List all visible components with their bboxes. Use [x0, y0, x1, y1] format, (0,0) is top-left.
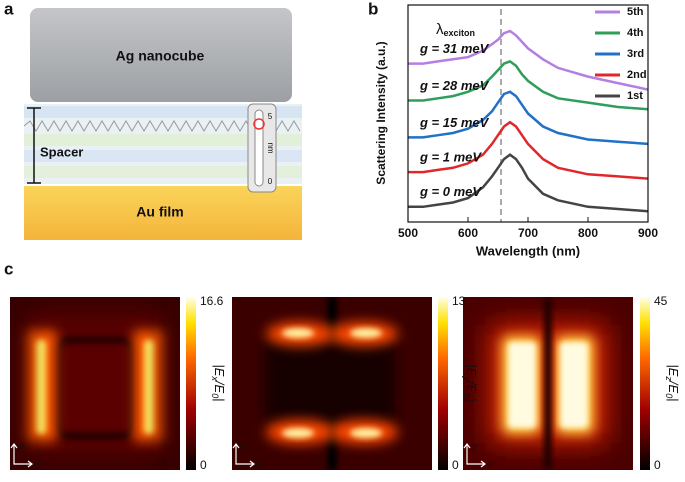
thermometer-tube [254, 109, 264, 187]
layer [24, 150, 302, 162]
colorbar [186, 297, 196, 470]
panel-label: c [4, 259, 13, 278]
legend-label: 5th [627, 6, 644, 18]
layer [24, 166, 302, 178]
label-part: |E [212, 364, 227, 376]
nanocube [30, 8, 292, 102]
scale-label: nm [266, 142, 275, 153]
colorbar [438, 297, 448, 470]
film-label: Au film [136, 204, 183, 220]
axis-arrows [232, 443, 255, 468]
label-subscript: 0 [664, 393, 674, 398]
label-part: /E [212, 380, 227, 394]
x-axis-label: Wavelength (nm) [476, 243, 580, 258]
legend-label: 2nd [627, 69, 647, 81]
spacer-label: Spacer [40, 144, 83, 159]
label-subscript: x [210, 375, 220, 381]
colorbar-label: |Ey/E0| [462, 364, 479, 401]
panel-label: a [4, 0, 14, 18]
colorbar-min: 0 [654, 458, 661, 472]
panel-label: b [368, 0, 378, 18]
legend-label: 3rd [627, 48, 644, 60]
x-tick-label: 700 [518, 226, 538, 240]
axis-label-y: y [240, 442, 247, 453]
x-tick-label: 500 [398, 226, 418, 240]
x-tick-label: 900 [638, 226, 658, 240]
y-axis-label: Scattering Intensity (a.u.) [374, 41, 388, 184]
annotation: λexciton [436, 21, 475, 38]
scale-label: 0 [268, 177, 273, 186]
colorbar [640, 297, 650, 470]
series-line [408, 90, 649, 146]
colorbar-max: 13 [452, 294, 466, 308]
layer [24, 106, 302, 118]
axis-arrows [10, 443, 33, 468]
annotation-symbol: λ [436, 21, 444, 38]
colorbar-max: 16.6 [200, 294, 224, 308]
series-line [408, 29, 649, 91]
label-subscript: 0 [462, 393, 472, 398]
series-line [408, 59, 649, 111]
annotation-subscript: exciton [444, 28, 476, 38]
label-part: /E [464, 380, 479, 394]
colorbar-min: 0 [200, 458, 207, 472]
curve-label: g = 28 meV [419, 78, 490, 93]
label-subscript: y [462, 375, 472, 381]
map [232, 297, 432, 470]
curve-label: g = 1 meV [419, 150, 482, 165]
curve-label: g = 0 meV [419, 184, 482, 199]
schematic: Ag nanocube Spacer Au film 5 nm 0 [23, 8, 302, 240]
label-part: | [666, 398, 681, 401]
layer [24, 134, 302, 146]
label-part: |E [464, 364, 479, 376]
series-line [408, 153, 649, 213]
legend-label: 4th [627, 27, 644, 39]
axis-arrows [463, 443, 486, 468]
label-part: |E [666, 364, 681, 376]
scale-label: 5 [268, 112, 273, 121]
curve-label: g = 31 meV [419, 41, 490, 56]
line-chart: Wavelength (nm) Scattering Intensity (a.… [374, 4, 658, 258]
axis-label-x: x [256, 459, 263, 470]
colorbar-min: 0 [452, 458, 459, 472]
label-subscript: 0 [210, 393, 220, 398]
field-maps [10, 297, 650, 470]
axis-label-x: x [487, 459, 494, 470]
colorbar-label: |Ex/E0| [210, 364, 227, 401]
curve-label: g = 15 meV [419, 115, 490, 130]
label-part: | [212, 398, 227, 401]
x-tick-label: 800 [578, 226, 598, 240]
axis-label-y: y [18, 442, 25, 453]
au-film [24, 186, 302, 240]
colorbar-max: 45 [654, 294, 668, 308]
colorbar-label: |Ez/E0| [664, 364, 681, 401]
axis-label-x: x [34, 459, 41, 470]
x-tick-label: 600 [458, 226, 478, 240]
cube-label: Ag nanocube [116, 48, 205, 64]
map [10, 297, 180, 470]
label-subscript: z [664, 375, 674, 381]
series-line [408, 120, 649, 180]
map [463, 297, 633, 470]
legend-label: 1st [627, 90, 643, 102]
label-part: | [464, 398, 479, 401]
marker [253, 118, 265, 130]
axis-label-y: y [471, 442, 478, 453]
label-part: /E [666, 380, 681, 394]
